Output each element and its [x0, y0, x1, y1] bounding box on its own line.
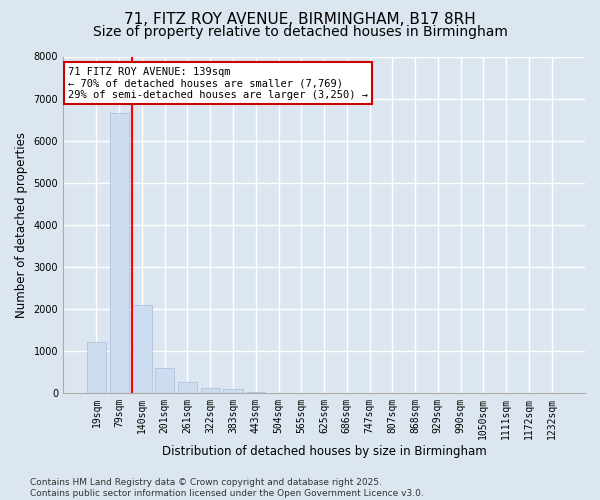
Bar	[200, 388, 220, 393]
Bar	[132, 304, 152, 393]
Bar	[246, 392, 265, 393]
X-axis label: Distribution of detached houses by size in Birmingham: Distribution of detached houses by size …	[161, 444, 487, 458]
Text: 71 FITZ ROY AVENUE: 139sqm
← 70% of detached houses are smaller (7,769)
29% of s: 71 FITZ ROY AVENUE: 139sqm ← 70% of deta…	[68, 66, 368, 100]
Text: Contains HM Land Registry data © Crown copyright and database right 2025.
Contai: Contains HM Land Registry data © Crown c…	[30, 478, 424, 498]
Y-axis label: Number of detached properties: Number of detached properties	[15, 132, 28, 318]
Text: 71, FITZ ROY AVENUE, BIRMINGHAM, B17 8RH: 71, FITZ ROY AVENUE, BIRMINGHAM, B17 8RH	[124, 12, 476, 28]
Bar	[155, 368, 175, 393]
Bar	[87, 342, 106, 393]
Bar	[178, 382, 197, 393]
Text: Size of property relative to detached houses in Birmingham: Size of property relative to detached ho…	[92, 25, 508, 39]
Bar	[110, 114, 129, 393]
Bar	[223, 389, 242, 393]
